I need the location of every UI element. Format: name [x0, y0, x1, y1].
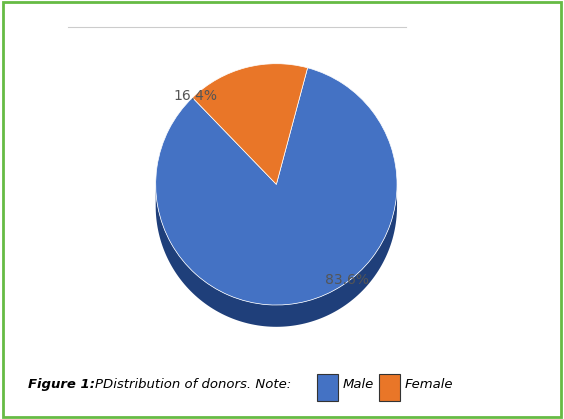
Text: 83.6%: 83.6%: [325, 273, 369, 287]
Text: 16.4%: 16.4%: [174, 88, 218, 103]
Text: Female: Female: [405, 378, 453, 391]
Text: Figure 1:: Figure 1:: [28, 378, 95, 391]
FancyBboxPatch shape: [380, 374, 400, 401]
Text: Male: Male: [343, 378, 374, 391]
Wedge shape: [156, 68, 397, 305]
Polygon shape: [156, 186, 397, 327]
Text: PDistribution of donors. Note:: PDistribution of donors. Note:: [95, 378, 292, 391]
Wedge shape: [192, 64, 307, 184]
FancyBboxPatch shape: [317, 374, 338, 401]
